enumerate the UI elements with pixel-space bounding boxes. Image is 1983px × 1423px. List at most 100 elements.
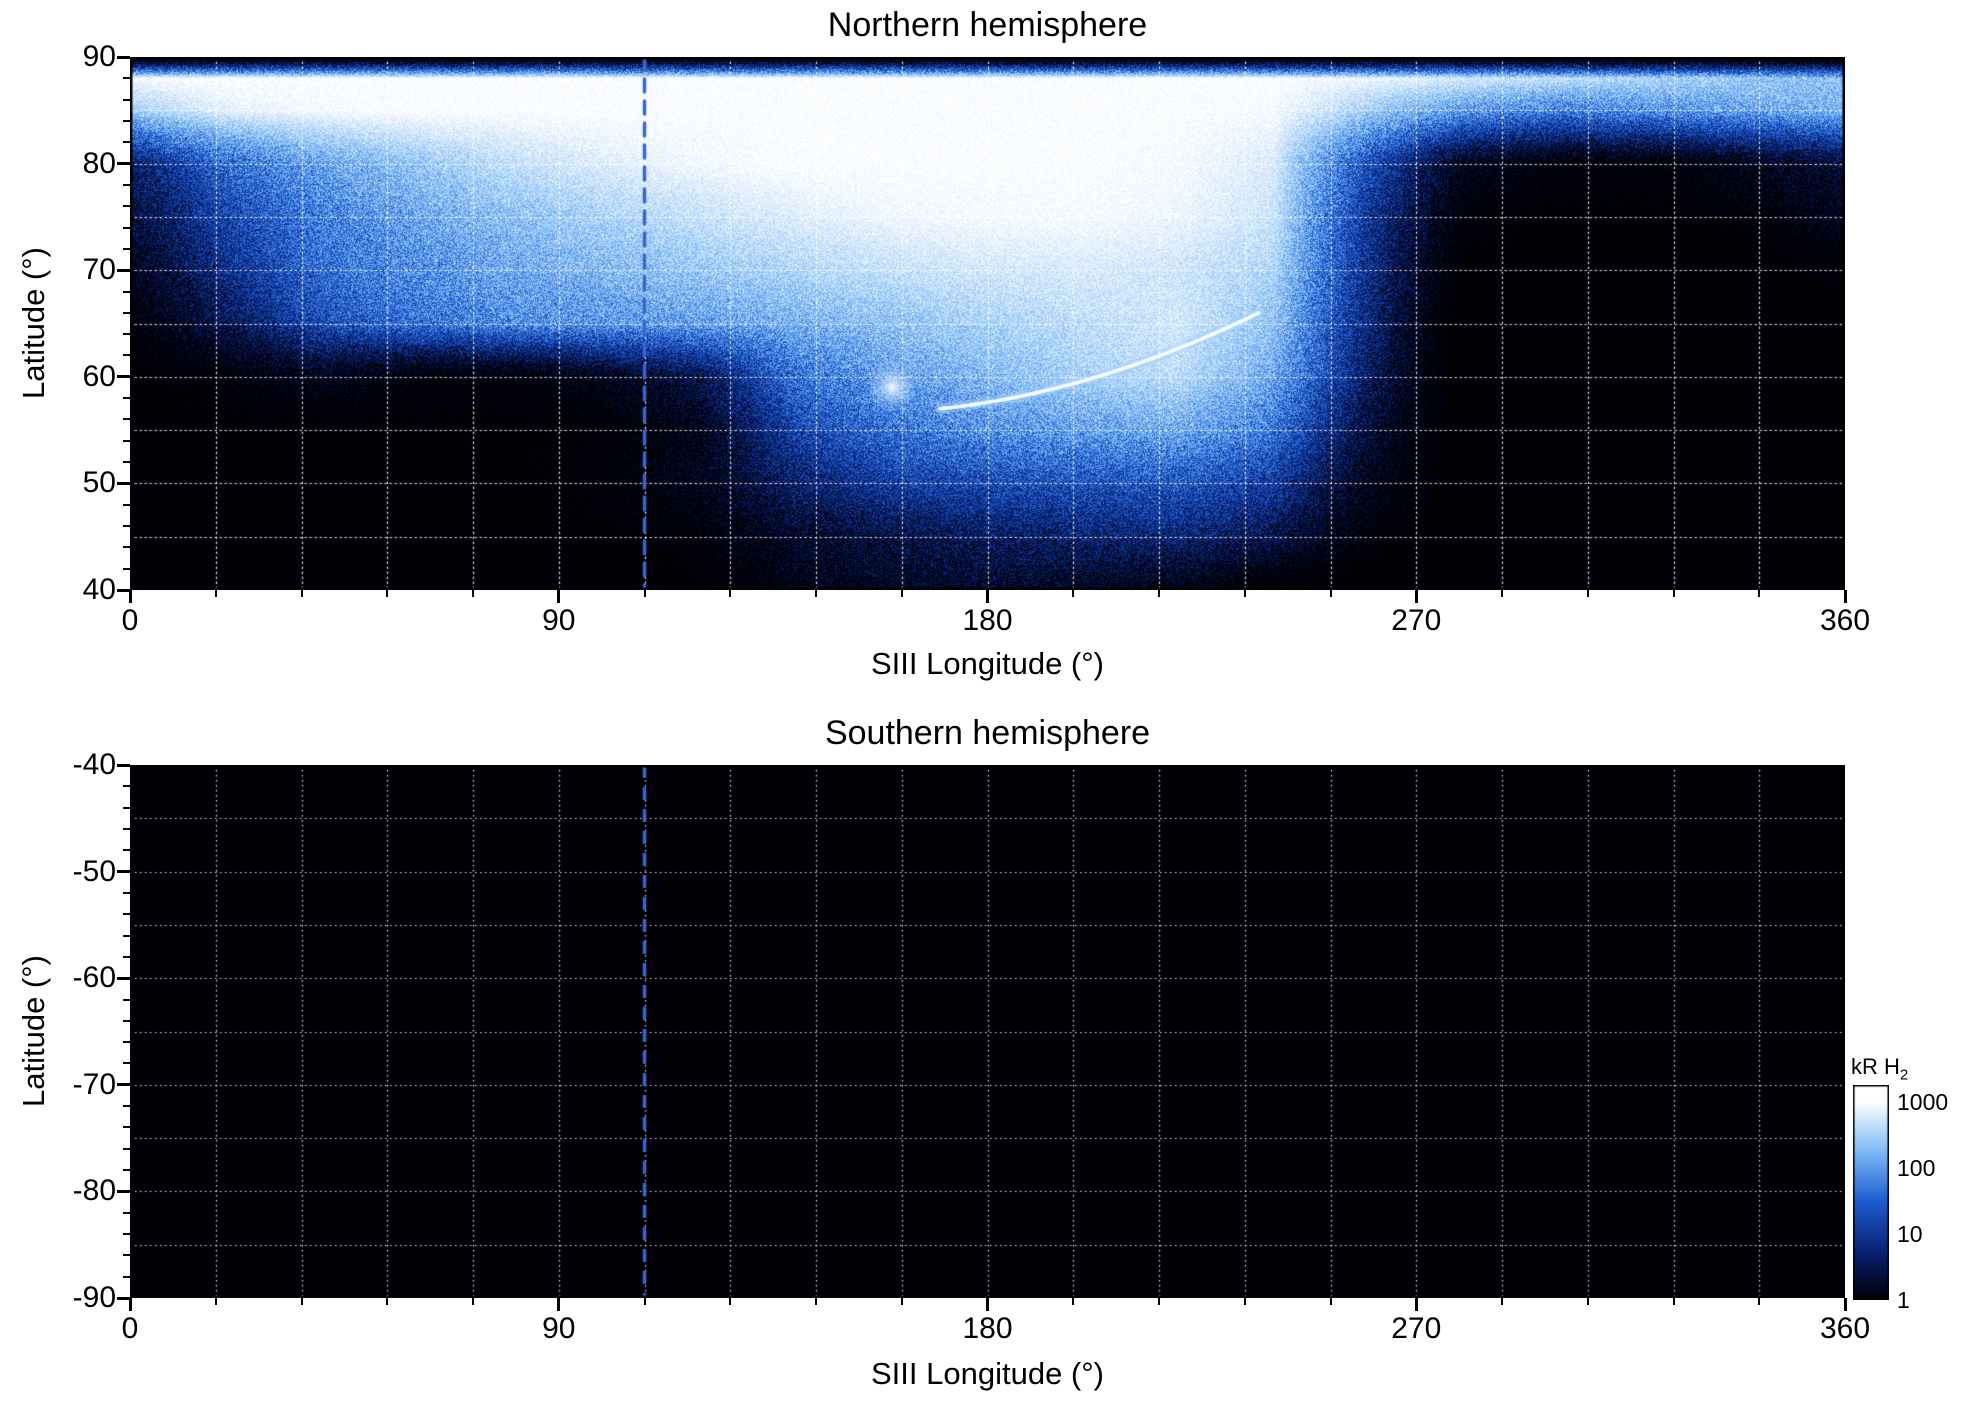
auroral-emission-figure: Northern hemisphere Latitude (°) 90 80 70 6…: [0, 0, 1983, 1423]
x-tick-label: 180: [918, 1312, 1058, 1346]
y-minor-tick-mark: [123, 1041, 130, 1043]
x-tick-mark: [986, 1298, 989, 1311]
y-minor-tick-mark: [123, 227, 130, 229]
y-minor-tick-mark: [123, 935, 130, 937]
y-tick-mark: [117, 977, 130, 980]
x-minor-tick-mark: [1330, 1298, 1332, 1305]
south-x-axis-label: SIII Longitude (°): [130, 1356, 1845, 1392]
x-minor-tick-mark: [1158, 590, 1160, 597]
x-minor-tick-mark: [1158, 1298, 1160, 1305]
y-minor-tick-mark: [123, 1276, 130, 1278]
y-minor-tick-mark: [123, 1254, 130, 1256]
colorbar-tick-label: 1: [1897, 1288, 1910, 1312]
y-minor-tick-mark: [123, 333, 130, 335]
y-minor-tick-mark: [123, 892, 130, 894]
y-tick-mark: [117, 1083, 130, 1086]
y-minor-tick-mark: [123, 546, 130, 548]
y-tick-mark: [117, 375, 130, 378]
x-minor-tick-mark: [1758, 590, 1760, 597]
x-tick-mark: [1844, 590, 1847, 603]
x-minor-tick-mark: [1673, 590, 1675, 597]
colorbar-title-text: kR H: [1851, 1054, 1900, 1079]
y-minor-tick-mark: [123, 1148, 130, 1150]
x-tick-mark: [1844, 1298, 1847, 1311]
y-minor-tick-mark: [123, 354, 130, 356]
y-minor-tick-mark: [123, 1062, 130, 1064]
y-minor-tick-mark: [123, 291, 130, 293]
x-minor-tick-mark: [1330, 590, 1332, 597]
x-tick-label: 270: [1346, 1312, 1486, 1346]
y-minor-tick-mark: [123, 77, 130, 79]
x-minor-tick-mark: [644, 1298, 646, 1305]
y-tick-label: 80: [28, 147, 116, 181]
x-minor-tick-mark: [386, 590, 388, 597]
y-tick-label: 70: [28, 253, 116, 287]
x-minor-tick-mark: [386, 1298, 388, 1305]
x-minor-tick-mark: [1501, 1298, 1503, 1305]
y-tick-label: -70: [28, 1068, 116, 1102]
y-minor-tick-mark: [123, 828, 130, 830]
x-minor-tick-mark: [301, 1298, 303, 1305]
x-tick-label: 0: [60, 1312, 200, 1346]
y-tick-label: -80: [28, 1174, 116, 1208]
x-tick-label: 90: [489, 1312, 629, 1346]
y-minor-tick-mark: [123, 141, 130, 143]
x-minor-tick-mark: [1244, 590, 1246, 597]
y-tick-mark: [117, 482, 130, 485]
x-tick-label: 270: [1346, 604, 1486, 638]
x-tick-label: 360: [1775, 604, 1915, 638]
x-minor-tick-mark: [1501, 590, 1503, 597]
x-minor-tick-mark: [1587, 590, 1589, 597]
y-minor-tick-mark: [123, 184, 130, 186]
y-tick-mark: [117, 56, 130, 59]
x-tick-mark: [129, 1298, 132, 1311]
y-minor-tick-mark: [123, 248, 130, 250]
x-minor-tick-mark: [729, 1298, 731, 1305]
x-minor-tick-mark: [729, 590, 731, 597]
x-minor-tick-mark: [901, 590, 903, 597]
x-minor-tick-mark: [1587, 1298, 1589, 1305]
y-tick-mark: [117, 870, 130, 873]
south-panel-title: Southern hemisphere: [130, 714, 1845, 752]
y-minor-tick-mark: [123, 1169, 130, 1171]
y-minor-tick-mark: [123, 461, 130, 463]
y-tick-label: 60: [28, 360, 116, 394]
x-tick-mark: [1415, 1298, 1418, 1311]
x-minor-tick-mark: [1244, 1298, 1246, 1305]
north-panel-title: Northern hemisphere: [130, 6, 1845, 44]
y-minor-tick-mark: [123, 1020, 130, 1022]
colorbar-gradient: [1853, 1085, 1889, 1300]
y-tick-mark: [117, 764, 130, 767]
y-minor-tick-mark: [123, 999, 130, 1001]
x-minor-tick-mark: [215, 590, 217, 597]
x-minor-tick-mark: [1072, 590, 1074, 597]
y-tick-label: 50: [28, 466, 116, 500]
y-tick-mark: [117, 269, 130, 272]
x-tick-mark: [557, 590, 560, 603]
y-minor-tick-mark: [123, 1126, 130, 1128]
y-minor-tick-mark: [123, 120, 130, 122]
y-minor-tick-mark: [123, 1105, 130, 1107]
south-heatmap-canvas: [130, 765, 1845, 1298]
y-minor-tick-mark: [123, 525, 130, 527]
y-minor-tick-mark: [123, 205, 130, 207]
x-minor-tick-mark: [901, 1298, 903, 1305]
y-minor-tick-mark: [123, 99, 130, 101]
y-minor-tick-mark: [123, 807, 130, 809]
y-minor-tick-mark: [123, 785, 130, 787]
x-minor-tick-mark: [215, 1298, 217, 1305]
y-minor-tick-mark: [123, 956, 130, 958]
y-minor-tick-mark: [123, 1212, 130, 1214]
y-minor-tick-mark: [123, 1233, 130, 1235]
colorbar-title-subscript: 2: [1900, 1066, 1908, 1083]
x-minor-tick-mark: [1673, 1298, 1675, 1305]
colorbar-tick-label: 100: [1897, 1156, 1935, 1180]
x-tick-mark: [986, 590, 989, 603]
y-tick-label: -60: [28, 961, 116, 995]
north-x-axis-label: SIII Longitude (°): [130, 646, 1845, 682]
x-minor-tick-mark: [472, 1298, 474, 1305]
x-tick-mark: [129, 590, 132, 603]
y-tick-label: -90: [28, 1281, 116, 1315]
y-minor-tick-mark: [123, 440, 130, 442]
x-minor-tick-mark: [472, 590, 474, 597]
